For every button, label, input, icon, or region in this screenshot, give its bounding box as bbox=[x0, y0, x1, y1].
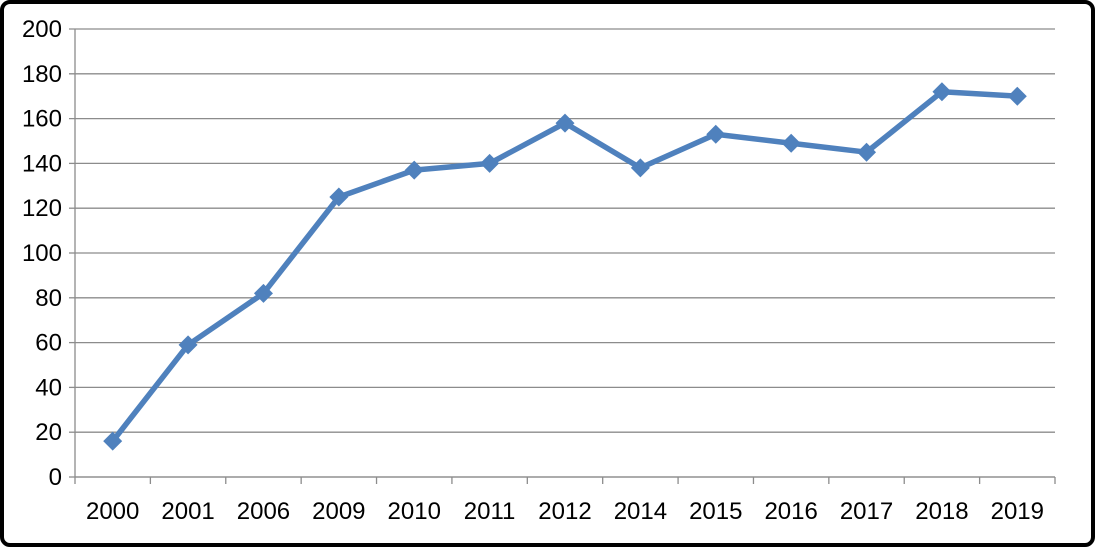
x-axis-tick-label: 2019 bbox=[991, 498, 1044, 525]
x-axis-tick-label: 2010 bbox=[388, 498, 441, 525]
data-point-marker bbox=[706, 124, 726, 144]
x-axis-tick-label: 2006 bbox=[237, 498, 290, 525]
y-axis-tick-label: 20 bbox=[35, 419, 62, 446]
data-point-marker bbox=[103, 431, 123, 451]
y-axis-tick-label: 0 bbox=[49, 464, 62, 491]
y-axis-tick-label: 140 bbox=[22, 150, 62, 177]
y-axis-tick-label: 60 bbox=[35, 330, 62, 357]
x-axis-tick-label: 2001 bbox=[161, 498, 214, 525]
x-axis-tick-label: 2018 bbox=[915, 498, 968, 525]
y-axis-tick-label: 180 bbox=[22, 61, 62, 88]
y-axis-tick-label: 200 bbox=[22, 16, 62, 43]
data-point-marker bbox=[630, 158, 650, 178]
data-point-marker bbox=[555, 113, 575, 133]
data-point-marker bbox=[404, 160, 424, 180]
x-axis-tick-label: 2011 bbox=[464, 498, 516, 525]
y-axis-tick-label: 120 bbox=[22, 195, 62, 222]
data-point-marker bbox=[253, 283, 273, 303]
y-axis-tick-label: 160 bbox=[22, 106, 62, 133]
x-axis-tick-label: 2014 bbox=[614, 498, 667, 525]
data-point-marker bbox=[781, 133, 801, 153]
data-point-marker bbox=[178, 335, 198, 355]
y-axis-tick-label: 80 bbox=[35, 285, 62, 312]
x-axis-tick-label: 2017 bbox=[840, 498, 893, 525]
x-axis-tick-label: 2012 bbox=[538, 498, 591, 525]
y-axis-tick-label: 40 bbox=[35, 374, 62, 401]
data-point-marker bbox=[480, 153, 500, 173]
data-point-marker bbox=[1007, 86, 1027, 106]
x-axis-tick-label: 2016 bbox=[764, 498, 817, 525]
data-point-marker bbox=[857, 142, 877, 162]
x-axis-tick-label: 2000 bbox=[86, 498, 139, 525]
y-axis-tick-label: 100 bbox=[22, 240, 62, 267]
data-point-marker bbox=[329, 187, 349, 207]
x-axis-tick-label: 2015 bbox=[689, 498, 742, 525]
data-point-marker bbox=[932, 82, 952, 102]
series-line bbox=[109, 88, 1021, 444]
x-axis-tick-label: 2009 bbox=[312, 498, 365, 525]
